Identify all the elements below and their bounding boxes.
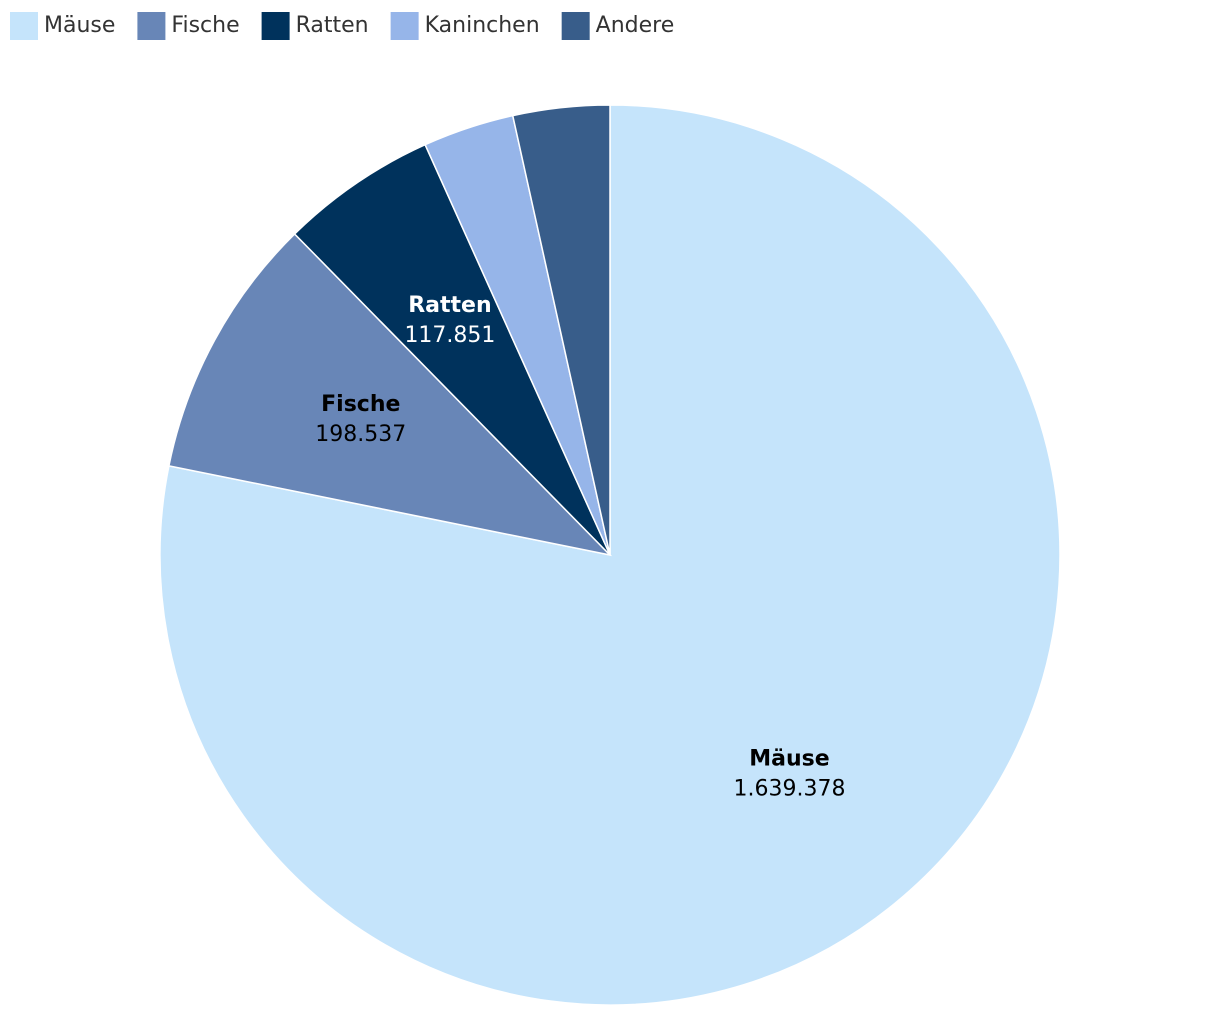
legend-swatch — [561, 12, 590, 40]
legend-swatch — [390, 12, 419, 40]
slice-category-label: Mäuse — [749, 746, 829, 771]
legend-swatch — [261, 12, 290, 40]
slice-category-label: Ratten — [408, 293, 491, 318]
pie-slice — [511, 104, 611, 556]
slice-value-label: 1.639.378 — [734, 776, 846, 801]
legend-swatch — [137, 12, 166, 40]
slice-category-label: Fische — [321, 392, 400, 417]
slice-value-label: 198.537 — [315, 422, 406, 447]
pie-slice — [168, 232, 613, 557]
legend-swatch — [10, 12, 38, 40]
legend-label: Kaninchen — [425, 13, 540, 38]
slice-value-label: 117.851 — [404, 323, 495, 348]
legend-label: Andere — [596, 13, 675, 38]
pie-slice — [293, 143, 611, 556]
pie-slice — [159, 104, 1061, 1006]
legend-label: Ratten — [296, 13, 369, 38]
legend-label: Fische — [171, 13, 239, 38]
legend-label: Mäuse — [44, 13, 115, 38]
